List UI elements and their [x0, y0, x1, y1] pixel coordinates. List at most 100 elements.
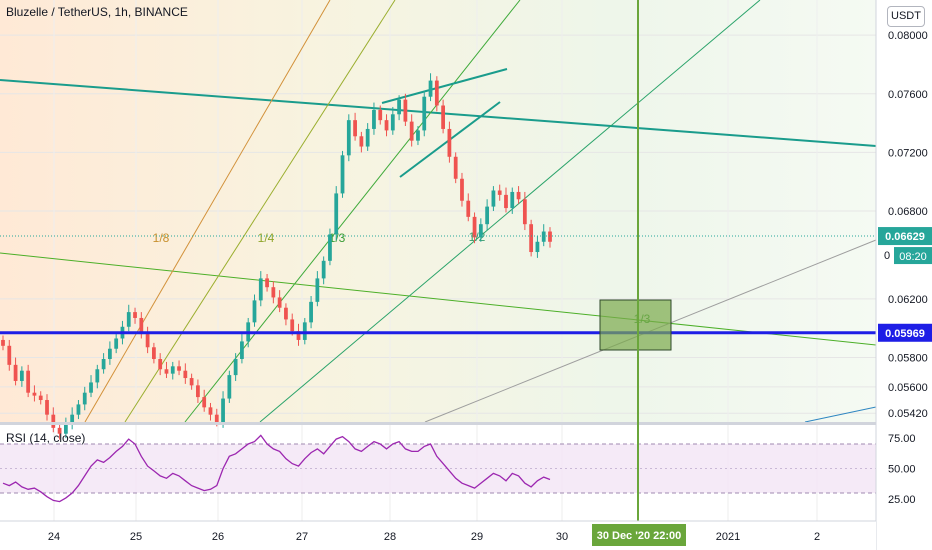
candle — [265, 274, 269, 292]
support-price-tag: 0.05969 — [878, 323, 932, 342]
candle — [126, 304, 131, 332]
candle — [441, 99, 446, 134]
candle — [346, 114, 351, 162]
blue-trend-line — [804, 406, 877, 423]
price-tick-2: 0.07200 — [888, 147, 928, 159]
rsi-pane — [0, 434, 876, 503]
candle — [535, 235, 540, 258]
candle — [397, 95, 401, 121]
fan-label-3: 1/2 — [469, 230, 486, 244]
candle — [504, 187, 508, 213]
last-price-tag: 0.06629 — [878, 227, 932, 246]
time-axis-ticks: 24 25 26 27 28 29 30 2021 2 — [48, 531, 820, 543]
rsi-indicator-label[interactable]: RSI (14, close) — [6, 431, 86, 445]
rsi-tick-2: 25.00 — [888, 494, 916, 506]
candle — [202, 389, 207, 412]
candle — [453, 152, 458, 184]
candle — [277, 290, 282, 313]
candle — [516, 186, 521, 204]
candle — [133, 307, 137, 324]
rsi-tick-1: 50.00 — [888, 464, 916, 476]
candle — [38, 391, 43, 405]
candle — [460, 172, 464, 207]
candle — [359, 131, 364, 153]
candle — [152, 342, 156, 364]
candle — [221, 391, 225, 428]
candle — [328, 228, 332, 266]
time-tick-2: 26 — [212, 531, 224, 543]
price-tick-4: 0.06200 — [888, 294, 928, 306]
candle — [240, 334, 244, 364]
fan-line-1-2 — [259, 0, 761, 423]
candle — [26, 364, 31, 398]
candle — [63, 417, 68, 439]
time-tick-0: 24 — [48, 531, 60, 543]
candle — [340, 150, 345, 198]
fan-line-1-4 — [124, 0, 396, 423]
fan-label-1: 1/4 — [258, 231, 275, 245]
candle — [145, 326, 150, 354]
candle — [485, 199, 490, 231]
candle — [101, 353, 106, 374]
candle — [321, 256, 326, 285]
time-axis[interactable] — [0, 521, 876, 550]
candle — [296, 323, 301, 346]
candle — [522, 191, 527, 231]
candle — [57, 423, 62, 440]
rsi-axis-ticks: 75.00 50.00 25.00 — [888, 433, 916, 506]
svg-text:0: 0 — [884, 250, 890, 262]
candle — [384, 114, 389, 137]
candle — [82, 386, 87, 411]
candle — [409, 114, 414, 147]
target-zone-box[interactable] — [599, 299, 672, 351]
fan-label-0: 1/8 — [153, 231, 170, 245]
pane-separator[interactable] — [0, 422, 876, 425]
candle — [529, 219, 534, 257]
price-tick-3: 0.06800 — [888, 206, 928, 218]
price-tick-7: 0.05420 — [888, 408, 928, 420]
candle — [271, 281, 276, 304]
candle — [403, 93, 408, 127]
candle — [189, 373, 194, 390]
candle — [390, 106, 395, 135]
time-tick-1: 25 — [130, 531, 142, 543]
candle — [13, 357, 18, 386]
price-axis[interactable] — [876, 0, 932, 550]
svg-text:08:20: 08:20 — [899, 251, 927, 263]
currency-button[interactable]: USDT — [887, 6, 925, 27]
candle — [497, 184, 502, 201]
candle — [478, 218, 483, 242]
svg-text:0.05969: 0.05969 — [885, 328, 925, 340]
candle — [70, 407, 75, 430]
candle — [164, 361, 169, 379]
candle — [378, 105, 383, 125]
candle — [447, 121, 452, 163]
candle — [309, 295, 313, 329]
chart-title: Bluzelle / TetherUS, 1h, BINANCE — [6, 5, 188, 19]
countdown-tag: 0 08:20 — [884, 247, 932, 265]
svg-text:0.06629: 0.06629 — [885, 231, 925, 243]
svg-text:30 Dec '20 22:00: 30 Dec '20 22:00 — [597, 530, 682, 542]
trendline-support-fan — [0, 252, 877, 346]
time-tick-3: 27 — [296, 531, 308, 543]
candle — [76, 400, 81, 420]
candle — [302, 317, 307, 345]
price-tags: 0.06629 0 08:20 0.05969 30 Dec '20 22:00 — [592, 227, 932, 546]
candle — [284, 303, 288, 326]
candle — [541, 224, 546, 247]
price-tick-1: 0.07600 — [888, 89, 928, 101]
fan-line-1-8 — [84, 0, 331, 423]
candle — [170, 361, 175, 380]
candle — [315, 271, 320, 307]
candle — [51, 407, 56, 433]
candle — [89, 375, 93, 398]
pennant-upper-line — [381, 68, 508, 104]
candle — [114, 334, 119, 354]
candle — [416, 126, 420, 146]
candle — [365, 123, 370, 151]
candle — [32, 385, 37, 402]
candle — [227, 370, 232, 403]
candles — [1, 73, 552, 440]
